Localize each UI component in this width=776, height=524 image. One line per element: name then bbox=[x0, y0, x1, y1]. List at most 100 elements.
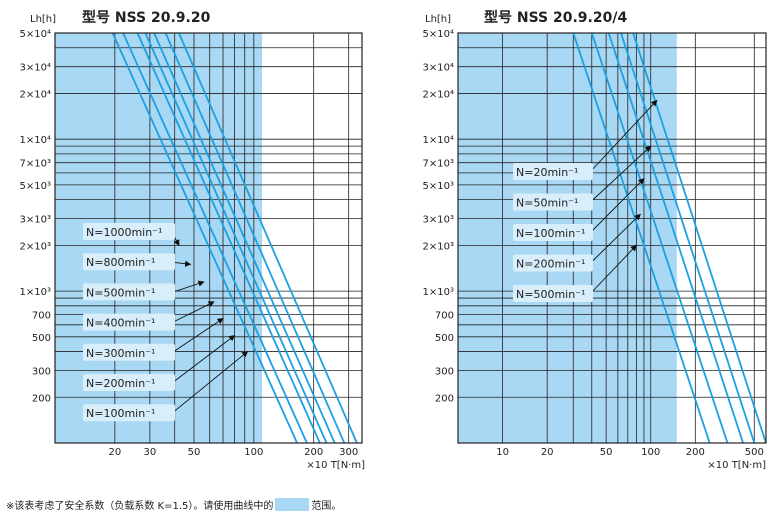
x-tick-label: 300 bbox=[339, 447, 358, 458]
series-arrow bbox=[171, 260, 192, 267]
y-tick-label: 1×10⁴ bbox=[423, 135, 454, 146]
y-tick-label: 1×10³ bbox=[20, 287, 51, 298]
series-arrow bbox=[171, 301, 215, 324]
x-tick-label: 10 bbox=[496, 447, 509, 458]
series-label: N=800min⁻¹ bbox=[86, 256, 155, 269]
series-label-background bbox=[83, 404, 175, 422]
y-tick-label: 5×10⁴ bbox=[20, 29, 51, 40]
arrow-group bbox=[589, 99, 658, 295]
y-tick-label: 500 bbox=[32, 333, 51, 344]
series-label: N=100min⁻¹ bbox=[516, 227, 585, 240]
x-tick-label: 20 bbox=[108, 447, 121, 458]
chart-right: N=20min⁻¹ N=50min⁻¹ N=100min⁻¹ N=200min⁻¹ N=… bbox=[423, 9, 767, 471]
y-axis-label: Lh[h] bbox=[425, 14, 451, 25]
series-arrow bbox=[589, 213, 641, 264]
x-tick-label: 20 bbox=[541, 447, 554, 458]
series-label: N=200min⁻¹ bbox=[86, 377, 155, 390]
range-color-swatch bbox=[275, 498, 310, 511]
y-tick-label: 5×10³ bbox=[423, 181, 454, 192]
x-tick-label: 200 bbox=[304, 447, 323, 458]
x-tick-label: 500 bbox=[745, 447, 764, 458]
series-arrow bbox=[171, 334, 236, 384]
y-tick-label: 3×10³ bbox=[423, 215, 454, 226]
series-arrow bbox=[589, 244, 637, 295]
series-line bbox=[607, 32, 744, 444]
series-label-background bbox=[513, 163, 593, 180]
series-line bbox=[590, 32, 729, 444]
chart-left: N=1000min⁻¹ N=800min⁻¹ N=500min⁻¹ N=400min⁻… bbox=[20, 9, 366, 471]
y-tick-label: 5×10⁴ bbox=[423, 29, 454, 40]
y-tick-label: 2×10⁴ bbox=[20, 89, 51, 100]
series-label: N=50min⁻¹ bbox=[516, 197, 578, 210]
series-line bbox=[164, 32, 346, 444]
series-line bbox=[111, 32, 298, 444]
series-label-background bbox=[513, 285, 593, 302]
series-label-group: N=20min⁻¹ N=50min⁻¹ N=100min⁻¹ N=200min⁻¹ N=… bbox=[513, 163, 593, 302]
x-axis-label: ×10 T[N·m] bbox=[707, 460, 766, 471]
y-tick-label: 7×10³ bbox=[423, 159, 454, 170]
y-tick-label: 1×10⁴ bbox=[20, 135, 51, 146]
series-arrow bbox=[589, 99, 658, 173]
series-line bbox=[144, 32, 328, 444]
footnote-text-after: 范围。 bbox=[311, 501, 342, 512]
x-tick-label: 100 bbox=[244, 447, 263, 458]
y-tick-label: 300 bbox=[32, 367, 51, 378]
series-label-background bbox=[83, 223, 175, 240]
series-label-background bbox=[83, 253, 175, 271]
y-tick-label: 700 bbox=[435, 311, 454, 322]
footnote: ※该表考虑了安全系数（负载系数 K=1.5）。请使用曲线中的 范围。 bbox=[6, 497, 341, 512]
y-tick-label: 1×10³ bbox=[423, 287, 454, 298]
y-tick-label: 200 bbox=[32, 393, 51, 404]
series-label: N=500min⁻¹ bbox=[516, 288, 585, 301]
y-tick-label: 2×10⁴ bbox=[423, 89, 454, 100]
series-line bbox=[136, 32, 321, 444]
y-tick-label: 300 bbox=[435, 367, 454, 378]
y-tick-label: 7×10³ bbox=[20, 159, 51, 170]
series-line bbox=[153, 32, 336, 444]
footnote-text-before: ※该表考虑了安全系数（负载系数 K=1.5）。请使用曲线中的 bbox=[6, 501, 274, 512]
x-axis-label: ×10 T[N·m] bbox=[306, 460, 365, 471]
y-tick-label: 200 bbox=[435, 393, 454, 404]
chart-title: 型号 NSS 20.9.20/4 bbox=[484, 9, 627, 26]
series-arrow bbox=[589, 177, 645, 234]
series-label-background bbox=[513, 224, 593, 241]
series-line bbox=[122, 32, 308, 444]
arrow-group bbox=[171, 231, 249, 414]
curve-group bbox=[111, 32, 358, 444]
x-tick-label: 200 bbox=[686, 447, 705, 458]
y-tick-label: 5×10³ bbox=[20, 181, 51, 192]
chart-title: 型号 NSS 20.9.20 bbox=[82, 9, 211, 26]
series-label: N=400min⁻¹ bbox=[86, 317, 155, 330]
x-tick-label: 50 bbox=[188, 447, 201, 458]
y-tick-label: 3×10⁴ bbox=[423, 63, 454, 74]
series-label: N=1000min⁻¹ bbox=[86, 226, 162, 239]
series-label-background bbox=[83, 343, 175, 361]
series-arrow bbox=[171, 350, 249, 414]
y-tick-label: 3×10⁴ bbox=[20, 63, 51, 74]
x-tick-labels: 10 20 50 100 200 500 bbox=[496, 447, 764, 458]
series-label: N=200min⁻¹ bbox=[516, 258, 585, 271]
x-tick-label: 50 bbox=[600, 447, 613, 458]
series-label-group: N=1000min⁻¹ N=800min⁻¹ N=500min⁻¹ N=400min⁻… bbox=[83, 223, 175, 422]
y-tick-labels: 5×10⁴ 3×10⁴ 2×10⁴ 1×10⁴ 7×10³ 5×10³ 3×10³ 2×10³… bbox=[423, 29, 454, 404]
y-tick-labels: 5×10⁴ 3×10⁴ 2×10⁴ 1×10⁴ 7×10³ 5×10³ 3×10³ 2×10³… bbox=[20, 29, 51, 404]
series-label-background bbox=[513, 193, 593, 211]
y-tick-label: 2×10³ bbox=[20, 241, 51, 252]
series-line bbox=[178, 32, 358, 444]
y-tick-label: 3×10³ bbox=[20, 215, 51, 226]
x-tick-label: 30 bbox=[143, 447, 156, 458]
series-label: N=20min⁻¹ bbox=[516, 166, 578, 179]
series-label: N=500min⁻¹ bbox=[86, 286, 155, 299]
series-label-background bbox=[83, 313, 175, 331]
plot-frame bbox=[457, 32, 767, 444]
series-label: N=100min⁻¹ bbox=[86, 407, 155, 420]
series-arrow bbox=[171, 318, 224, 354]
series-label-background bbox=[513, 254, 593, 272]
plot-frame bbox=[54, 32, 363, 444]
series-line bbox=[620, 32, 756, 444]
series-line bbox=[572, 32, 711, 444]
series-label: N=300min⁻¹ bbox=[86, 347, 155, 360]
series-label-background bbox=[83, 283, 175, 301]
y-tick-label: 2×10³ bbox=[423, 241, 454, 252]
